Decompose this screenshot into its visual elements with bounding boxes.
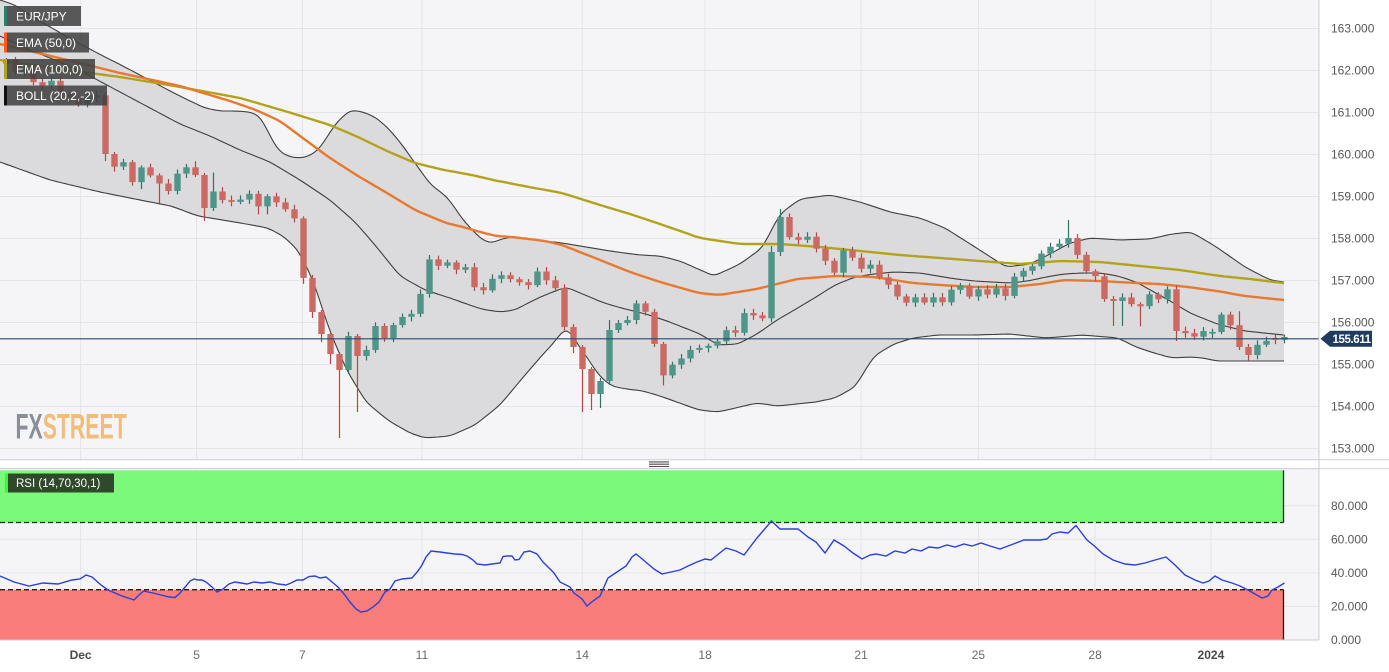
svg-text:14: 14 (576, 648, 590, 662)
svg-text:20.000: 20.000 (1331, 600, 1368, 614)
svg-text:40.000: 40.000 (1331, 566, 1368, 580)
svg-text:5: 5 (193, 648, 200, 662)
svg-text:11: 11 (416, 648, 429, 662)
svg-text:154.000: 154.000 (1331, 400, 1375, 414)
svg-text:EMA (100,0): EMA (100,0) (16, 62, 83, 76)
svg-text:158.000: 158.000 (1331, 232, 1375, 246)
svg-text:159.000: 159.000 (1331, 190, 1375, 204)
svg-text:156.000: 156.000 (1331, 316, 1375, 330)
svg-text:FXSTREET: FXSTREET (16, 408, 127, 447)
svg-text:EMA (50,0): EMA (50,0) (16, 36, 76, 50)
svg-text:160.000: 160.000 (1331, 148, 1375, 162)
svg-text:60.000: 60.000 (1331, 533, 1368, 547)
svg-text:EUR/JPY: EUR/JPY (16, 9, 67, 23)
svg-text:Dec: Dec (70, 648, 92, 662)
svg-text:18: 18 (698, 648, 712, 662)
svg-text:157.000: 157.000 (1331, 274, 1375, 288)
svg-text:RSI (14,70,30,1): RSI (14,70,30,1) (16, 478, 101, 490)
svg-text:162.000: 162.000 (1331, 64, 1375, 78)
svg-text:BOLL (20,2,-2): BOLL (20,2,-2) (16, 89, 95, 103)
svg-text:155.000: 155.000 (1331, 358, 1375, 372)
svg-text:21: 21 (854, 648, 868, 662)
svg-text:7: 7 (299, 648, 306, 662)
svg-text:28: 28 (1088, 648, 1102, 662)
svg-text:0.000: 0.000 (1331, 633, 1361, 647)
svg-text:153.000: 153.000 (1331, 442, 1375, 456)
svg-text:2024: 2024 (1198, 648, 1225, 662)
svg-text:25: 25 (972, 648, 986, 662)
svg-text:80.000: 80.000 (1331, 499, 1368, 513)
svg-text:163.000: 163.000 (1331, 22, 1375, 36)
svg-text:161.000: 161.000 (1331, 106, 1375, 120)
svg-text:155.611: 155.611 (1333, 334, 1372, 346)
